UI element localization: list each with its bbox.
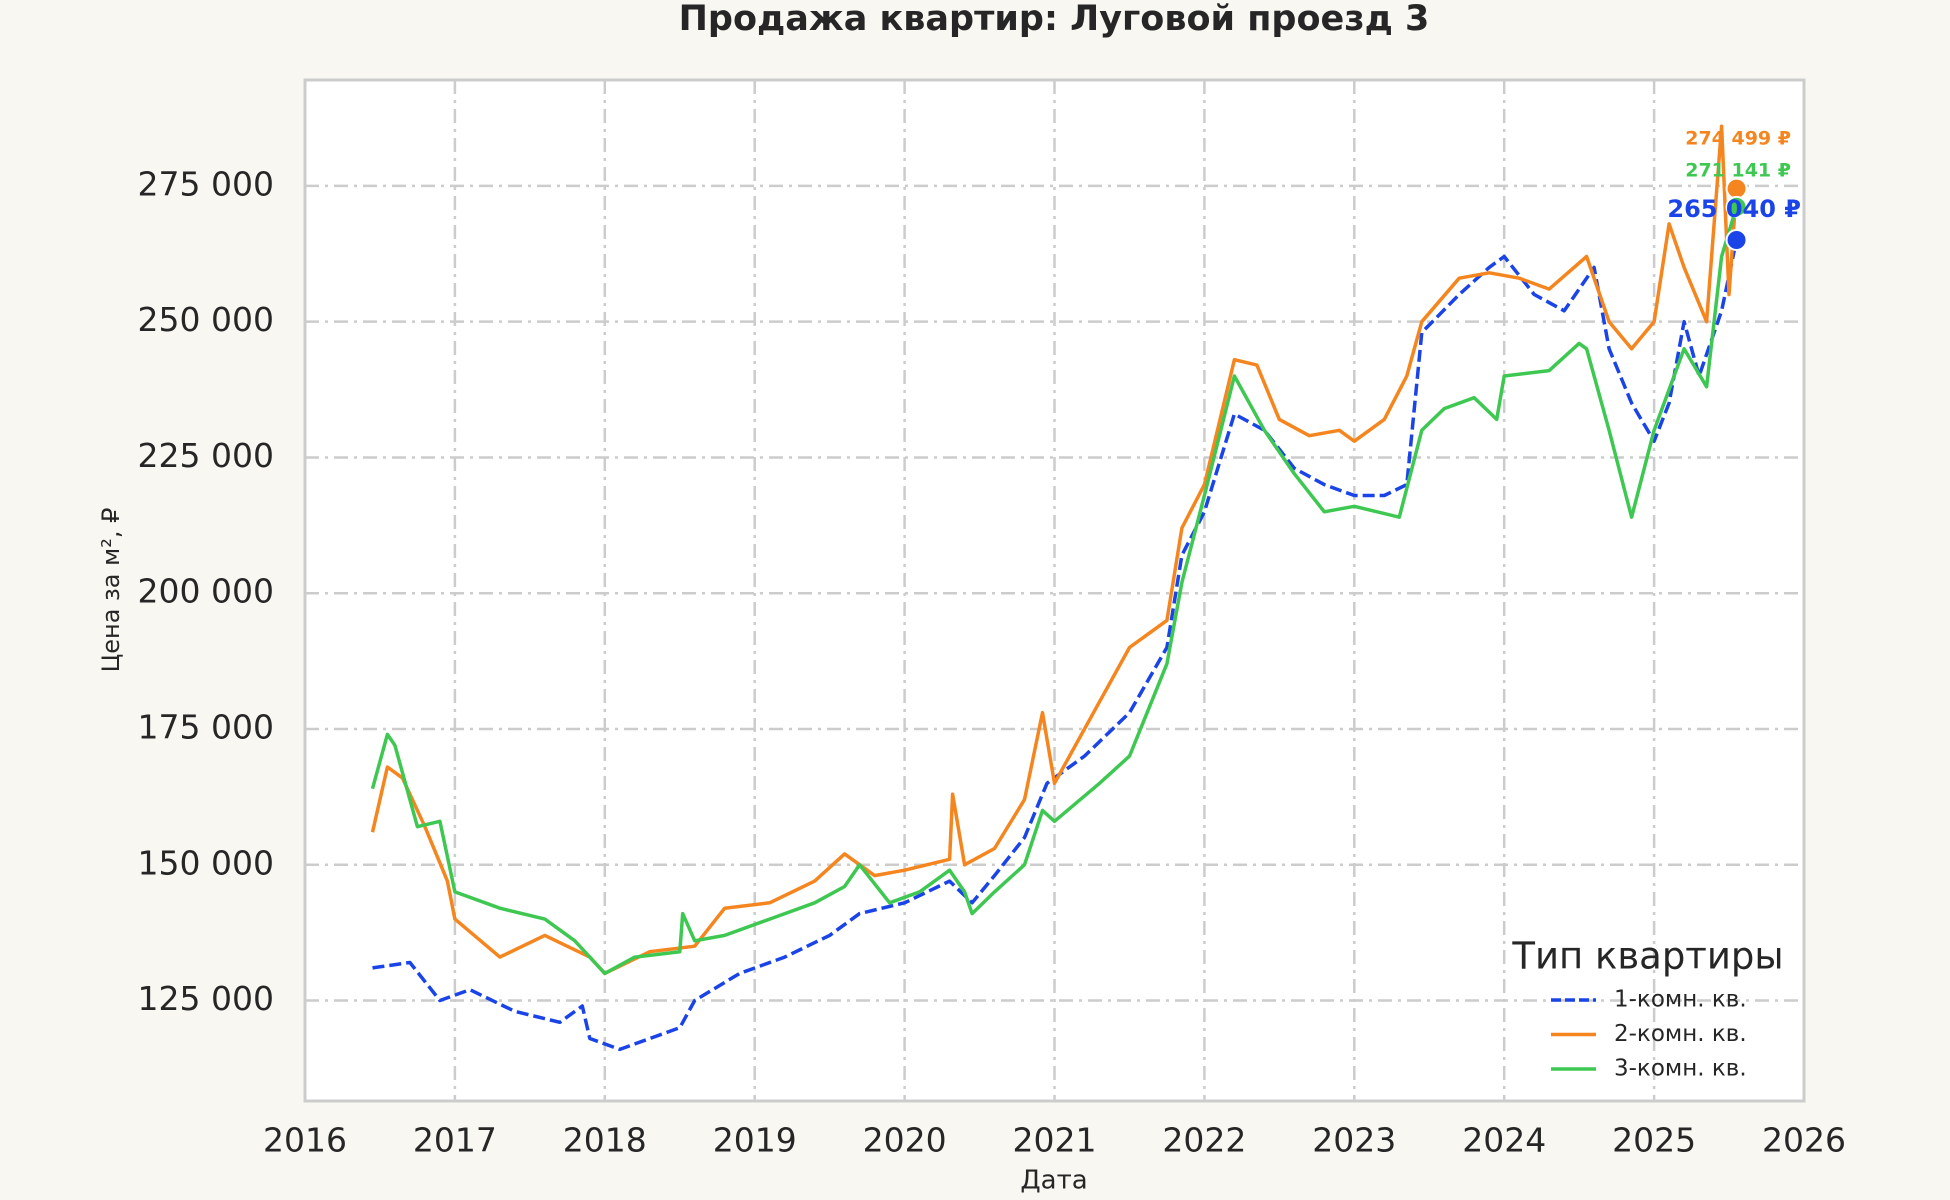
y-axis-title: Цена за м², ₽ <box>97 508 125 673</box>
y-tick-label: 175 000 <box>138 707 274 746</box>
end-marker <box>1725 228 1748 251</box>
y-tick-label: 125 000 <box>138 979 274 1018</box>
y-tick-label: 150 000 <box>138 843 274 882</box>
annotation: 271 141 ₽ <box>1685 160 1791 182</box>
series-line <box>372 239 1739 1052</box>
y-tick-label: 225 000 <box>138 436 274 475</box>
y-tick-label: 250 000 <box>138 300 274 339</box>
x-tick-label: 2019 <box>713 1121 797 1160</box>
legend-label: 3-комн. кв. <box>1614 1056 1747 1082</box>
series-line <box>370 206 1739 976</box>
x-tick-label: 2017 <box>413 1121 497 1160</box>
x-tick-label: 2025 <box>1612 1121 1696 1160</box>
x-tick-label: 2026 <box>1762 1121 1846 1160</box>
y-tick-label: 200 000 <box>138 572 274 611</box>
x-tick-label: 2024 <box>1462 1121 1546 1160</box>
x-tick-label: 2022 <box>1162 1121 1246 1160</box>
y-tick-label: 275 000 <box>138 164 274 203</box>
x-tick-label: 2016 <box>263 1121 347 1160</box>
legend-label: 2-комн. кв. <box>1614 1021 1747 1047</box>
x-axis-title: Дата <box>1020 1166 1087 1196</box>
annotation: 265 040 ₽ <box>1667 195 1801 223</box>
annotation: 274 499 ₽ <box>1685 128 1791 150</box>
legend-title: Тип квартиры <box>1511 935 1783 978</box>
x-tick-label: 2023 <box>1312 1121 1396 1160</box>
x-tick-label: 2021 <box>1013 1121 1097 1160</box>
end-marker <box>1725 195 1748 218</box>
chart-title: Продажа квартир: Луговой проезд 3 <box>679 0 1430 39</box>
x-tick-label: 2020 <box>863 1121 947 1160</box>
legend-label: 1-комн. кв. <box>1614 987 1747 1013</box>
x-tick-label: 2018 <box>563 1121 647 1160</box>
